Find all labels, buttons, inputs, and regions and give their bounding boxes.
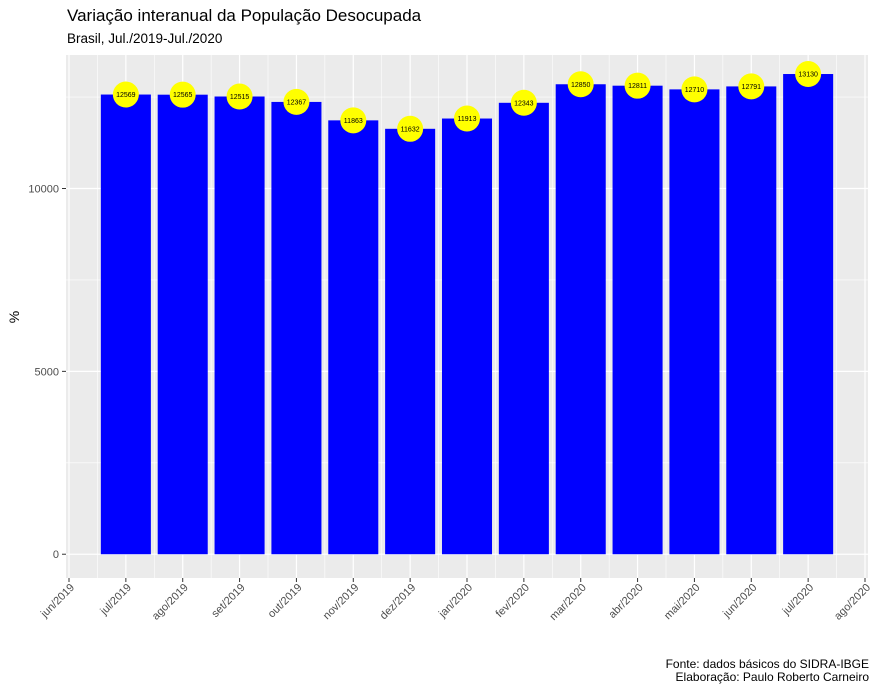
chart-subtitle: Brasil, Jul./2019-Jul./2020 bbox=[67, 31, 223, 46]
value-marker bbox=[454, 105, 480, 132]
data-label: 12710 bbox=[685, 87, 705, 94]
x-tick-label: set/2019 bbox=[209, 582, 247, 620]
bar-dez-2019 bbox=[385, 128, 436, 555]
chart-title: Variação interanual da População Desocup… bbox=[67, 6, 422, 25]
bar-mar-2020 bbox=[555, 84, 606, 555]
data-label: 11863 bbox=[344, 118, 363, 125]
x-tick-label: nov/2019 bbox=[321, 582, 361, 622]
data-label: 12367 bbox=[287, 99, 307, 106]
y-axis-title: % bbox=[6, 311, 22, 323]
x-tick-label: mai/2020 bbox=[662, 582, 702, 622]
value-marker bbox=[340, 107, 367, 134]
bar-mai-2020 bbox=[669, 89, 720, 555]
bar-jun-2020 bbox=[726, 86, 777, 555]
data-label: 11913 bbox=[458, 116, 477, 123]
value-marker bbox=[226, 83, 253, 110]
data-label: 12791 bbox=[742, 84, 762, 91]
x-tick-label: jul/2019 bbox=[98, 582, 134, 618]
x-tick-label: abr/2020 bbox=[606, 582, 645, 621]
value-marker bbox=[397, 115, 424, 142]
x-tick-label: jun/2019 bbox=[38, 582, 77, 621]
bar-fev-2020 bbox=[498, 102, 549, 555]
y-tick-label: 10000 bbox=[28, 183, 59, 195]
value-marker bbox=[567, 71, 594, 98]
data-label: 13130 bbox=[798, 72, 818, 79]
value-marker bbox=[681, 76, 708, 103]
y-tick-label: 5000 bbox=[35, 366, 59, 378]
x-tick-label: jul/2020 bbox=[780, 582, 816, 618]
bar-out-2019 bbox=[271, 101, 322, 555]
x-tick-label: dez/2019 bbox=[378, 582, 418, 622]
bar-nov-2019 bbox=[328, 120, 379, 555]
data-label: 11632 bbox=[401, 126, 420, 133]
x-tick-label: jan/2020 bbox=[436, 582, 475, 621]
value-marker bbox=[624, 72, 651, 99]
bar-set-2019 bbox=[214, 96, 265, 555]
y-tick-label: 0 bbox=[53, 549, 59, 561]
value-marker bbox=[112, 81, 139, 108]
data-label: 12343 bbox=[514, 100, 534, 107]
value-marker bbox=[283, 88, 310, 115]
x-tick-label: jun/2020 bbox=[720, 582, 759, 621]
value-marker bbox=[510, 89, 537, 116]
x-tick-label: out/2019 bbox=[266, 582, 305, 621]
x-tick-label: mar/2020 bbox=[547, 582, 588, 623]
data-label: 12565 bbox=[173, 92, 193, 99]
data-label: 12569 bbox=[116, 92, 136, 99]
value-marker bbox=[169, 81, 196, 108]
value-markers: 12569 12565 12515 12367 11863 11632 11913 12343… bbox=[112, 61, 822, 142]
bar-abr-2020 bbox=[612, 85, 663, 555]
bar-jul-2019 bbox=[100, 94, 151, 555]
x-tick-label: ago/2020 bbox=[832, 582, 873, 623]
bars bbox=[100, 74, 834, 555]
author-caption: Elaboração: Paulo Roberto Carneiro bbox=[675, 670, 869, 684]
bar-ago-2019 bbox=[157, 94, 208, 555]
data-label: 12811 bbox=[628, 83, 647, 90]
x-tick-label: fev/2020 bbox=[494, 582, 532, 620]
data-label: 12515 bbox=[230, 94, 250, 101]
x-tick-label: ago/2019 bbox=[150, 582, 191, 623]
bar-jul-2020 bbox=[783, 74, 834, 555]
value-marker bbox=[795, 61, 822, 88]
data-label: 12850 bbox=[571, 82, 591, 89]
value-marker bbox=[738, 73, 765, 100]
bar-jan-2020 bbox=[441, 118, 493, 555]
source-caption: Fonte: dados básicos do SIDRA-IBGE bbox=[665, 657, 869, 671]
